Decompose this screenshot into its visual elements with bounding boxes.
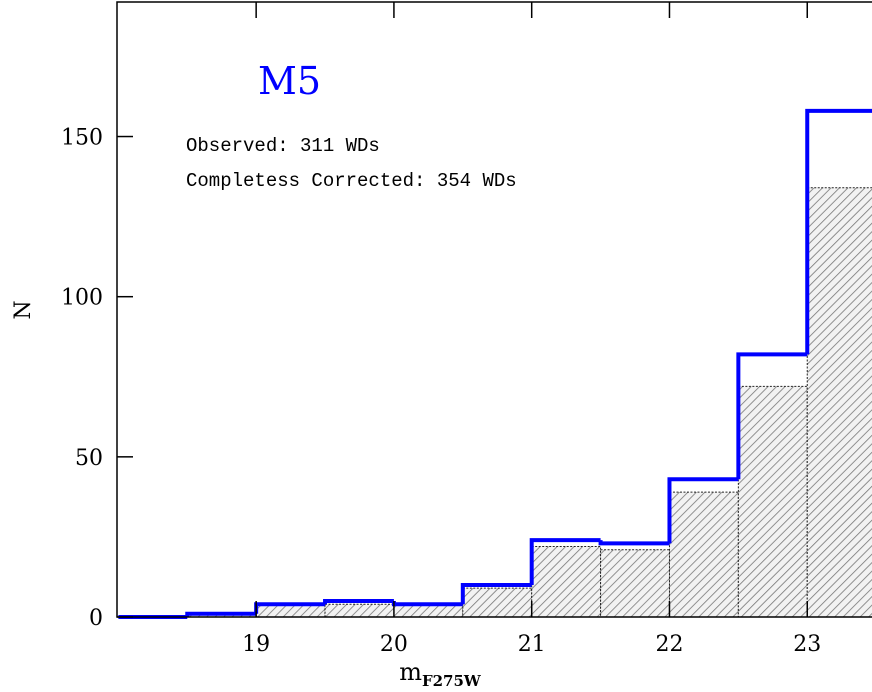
hist-bar bbox=[462, 587, 533, 618]
x-tick-label: 23 bbox=[793, 632, 821, 657]
y-tick-label: 50 bbox=[75, 446, 103, 471]
hist-step bbox=[185, 611, 257, 617]
y-tick-label: 100 bbox=[61, 286, 103, 311]
hist-step bbox=[460, 582, 532, 605]
hist-step bbox=[736, 352, 808, 480]
x-tick-label: 20 bbox=[380, 632, 408, 657]
x-axis-label: mF275W bbox=[399, 658, 482, 690]
hist-step bbox=[391, 600, 463, 607]
y-tick-label: 150 bbox=[61, 126, 103, 151]
hist-bar bbox=[737, 385, 808, 618]
x-tick-label: 19 bbox=[242, 632, 270, 657]
hist-bar bbox=[531, 546, 602, 618]
hist-step bbox=[529, 538, 601, 585]
annotation: Completess Corrected: 354 WDs bbox=[186, 170, 517, 192]
x-label-main: m bbox=[399, 658, 422, 686]
x-tick-label: 22 bbox=[655, 632, 683, 657]
y-tick-label: 0 bbox=[89, 606, 103, 631]
x-label-sub: F275W bbox=[422, 672, 482, 690]
chart-title: M5 bbox=[258, 59, 321, 103]
hist-step bbox=[667, 477, 739, 544]
hist-bar bbox=[806, 187, 872, 618]
hist-step bbox=[598, 540, 670, 546]
hist-step bbox=[805, 108, 872, 355]
hist-bar bbox=[324, 603, 395, 618]
hist-step bbox=[323, 598, 394, 605]
y-axis-label: N bbox=[11, 300, 36, 319]
hist-bar bbox=[600, 549, 670, 618]
hist-bar bbox=[668, 491, 739, 618]
x-tick-label: 21 bbox=[518, 632, 546, 657]
annotation: Observed: 311 WDs bbox=[186, 135, 380, 157]
plot-frame bbox=[116, 1, 872, 618]
